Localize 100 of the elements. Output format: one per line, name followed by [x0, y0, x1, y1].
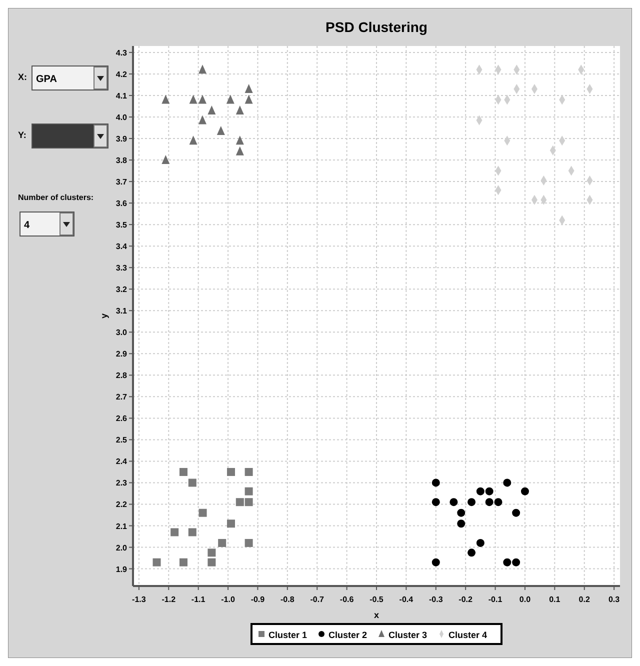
y-tick-label: 2.3	[116, 478, 128, 488]
y-tick-label: 3.9	[116, 134, 128, 144]
point	[179, 558, 188, 566]
chart-title: PSD Clustering	[326, 19, 428, 35]
x-tick-label: -0.3	[428, 595, 444, 604]
y-tick-label: 2.1	[116, 522, 128, 531]
point	[236, 498, 244, 506]
y-tick-label: 3.2	[116, 285, 128, 294]
y-tick-label: 2.7	[116, 392, 128, 402]
legend-label: Cluster 1	[268, 630, 308, 640]
point	[512, 558, 520, 566]
point	[208, 558, 216, 566]
point	[189, 94, 198, 104]
point	[216, 126, 225, 135]
point	[244, 487, 253, 496]
point	[189, 136, 198, 145]
y-tick-label: 3.7	[116, 178, 128, 187]
y-tick-label: 2.4	[116, 457, 128, 466]
legend-label: Cluster 2	[328, 630, 368, 640]
point	[476, 538, 484, 547]
text: X:	[18, 72, 28, 82]
y-axis-title: y	[99, 313, 109, 319]
x-tick-label: -0.2	[458, 595, 474, 604]
x-tick-label: 0.2	[578, 595, 590, 604]
y-tick-label: 3.1	[116, 306, 128, 316]
x-tick-label: -0.4	[399, 595, 414, 604]
y-tick-label: 2.8	[116, 371, 128, 380]
x-tick-label: 0.3	[608, 595, 620, 604]
point	[432, 478, 440, 487]
y-tick-label: 3.6	[116, 199, 128, 208]
point	[494, 498, 502, 506]
point	[244, 468, 253, 476]
point	[226, 94, 234, 104]
point	[503, 478, 512, 487]
point	[198, 115, 206, 124]
x-tick-label: -0.9	[250, 595, 266, 604]
point	[485, 498, 494, 506]
point	[503, 558, 512, 566]
y-tick-label: 3.8	[116, 156, 128, 166]
x-tick-label: -0.1	[488, 595, 503, 604]
y-tick-label: 4.1	[116, 91, 128, 100]
point	[432, 558, 440, 566]
x-dropdown: GPA	[32, 66, 108, 90]
text: Y:	[18, 130, 26, 140]
point	[236, 136, 244, 145]
x-tick-label: -0.5	[370, 595, 384, 604]
legend-label: Cluster 3	[388, 630, 428, 640]
point	[457, 520, 466, 528]
x-tick-label: -0.6	[340, 595, 354, 604]
point	[198, 94, 206, 104]
legend-label: Cluster 4	[448, 630, 488, 640]
point	[208, 106, 216, 115]
x-tick-label: -0.8	[280, 595, 295, 604]
point	[244, 84, 253, 94]
y-tick-label: 4.2	[116, 70, 128, 79]
point	[236, 146, 244, 156]
point	[468, 548, 476, 557]
y-tick-label: 2.6	[116, 414, 128, 424]
x-tick-label: -1.2	[162, 595, 176, 604]
point	[244, 538, 253, 547]
y-tick-label: 3.0	[116, 328, 128, 338]
y-tick-label: 4.3	[116, 48, 128, 58]
x-axis-title: x	[374, 610, 380, 620]
y-tick-label: 2.9	[116, 350, 128, 359]
point	[457, 508, 466, 517]
point	[468, 498, 476, 506]
point	[244, 498, 253, 506]
y-tick-label: 3.4	[116, 242, 128, 252]
x-tick-label: 0.1	[549, 595, 561, 604]
clusters-dropdown: 4	[20, 212, 74, 236]
x-tick-label: -1.1	[191, 595, 206, 604]
point	[218, 538, 226, 547]
point	[450, 498, 458, 506]
point	[152, 558, 161, 566]
point	[162, 155, 170, 164]
point	[179, 468, 188, 476]
point	[520, 487, 529, 496]
point	[432, 498, 440, 506]
point	[188, 478, 196, 487]
y-tick-label: 2.5	[116, 436, 128, 445]
point	[198, 64, 206, 74]
x-tick-label: -1.0	[221, 595, 236, 604]
point	[512, 508, 520, 517]
point	[208, 548, 216, 557]
y-tick-label: 3.3	[116, 264, 128, 273]
y-tick-label: 2.2	[116, 500, 128, 510]
point	[198, 508, 207, 517]
text: Number of clusters:	[18, 193, 94, 202]
y-tick-label: 3.5	[116, 220, 128, 230]
y-tick-label: 1.9	[116, 564, 128, 574]
point	[170, 528, 179, 536]
point	[162, 94, 170, 104]
y-tick-label: 4.0	[116, 112, 128, 122]
point	[244, 94, 253, 104]
point	[476, 487, 484, 496]
point	[188, 528, 196, 536]
x-tick-label: 0.0	[519, 595, 532, 604]
point	[226, 468, 235, 476]
point	[485, 487, 494, 496]
y-tick-label: 2.0	[116, 543, 128, 552]
